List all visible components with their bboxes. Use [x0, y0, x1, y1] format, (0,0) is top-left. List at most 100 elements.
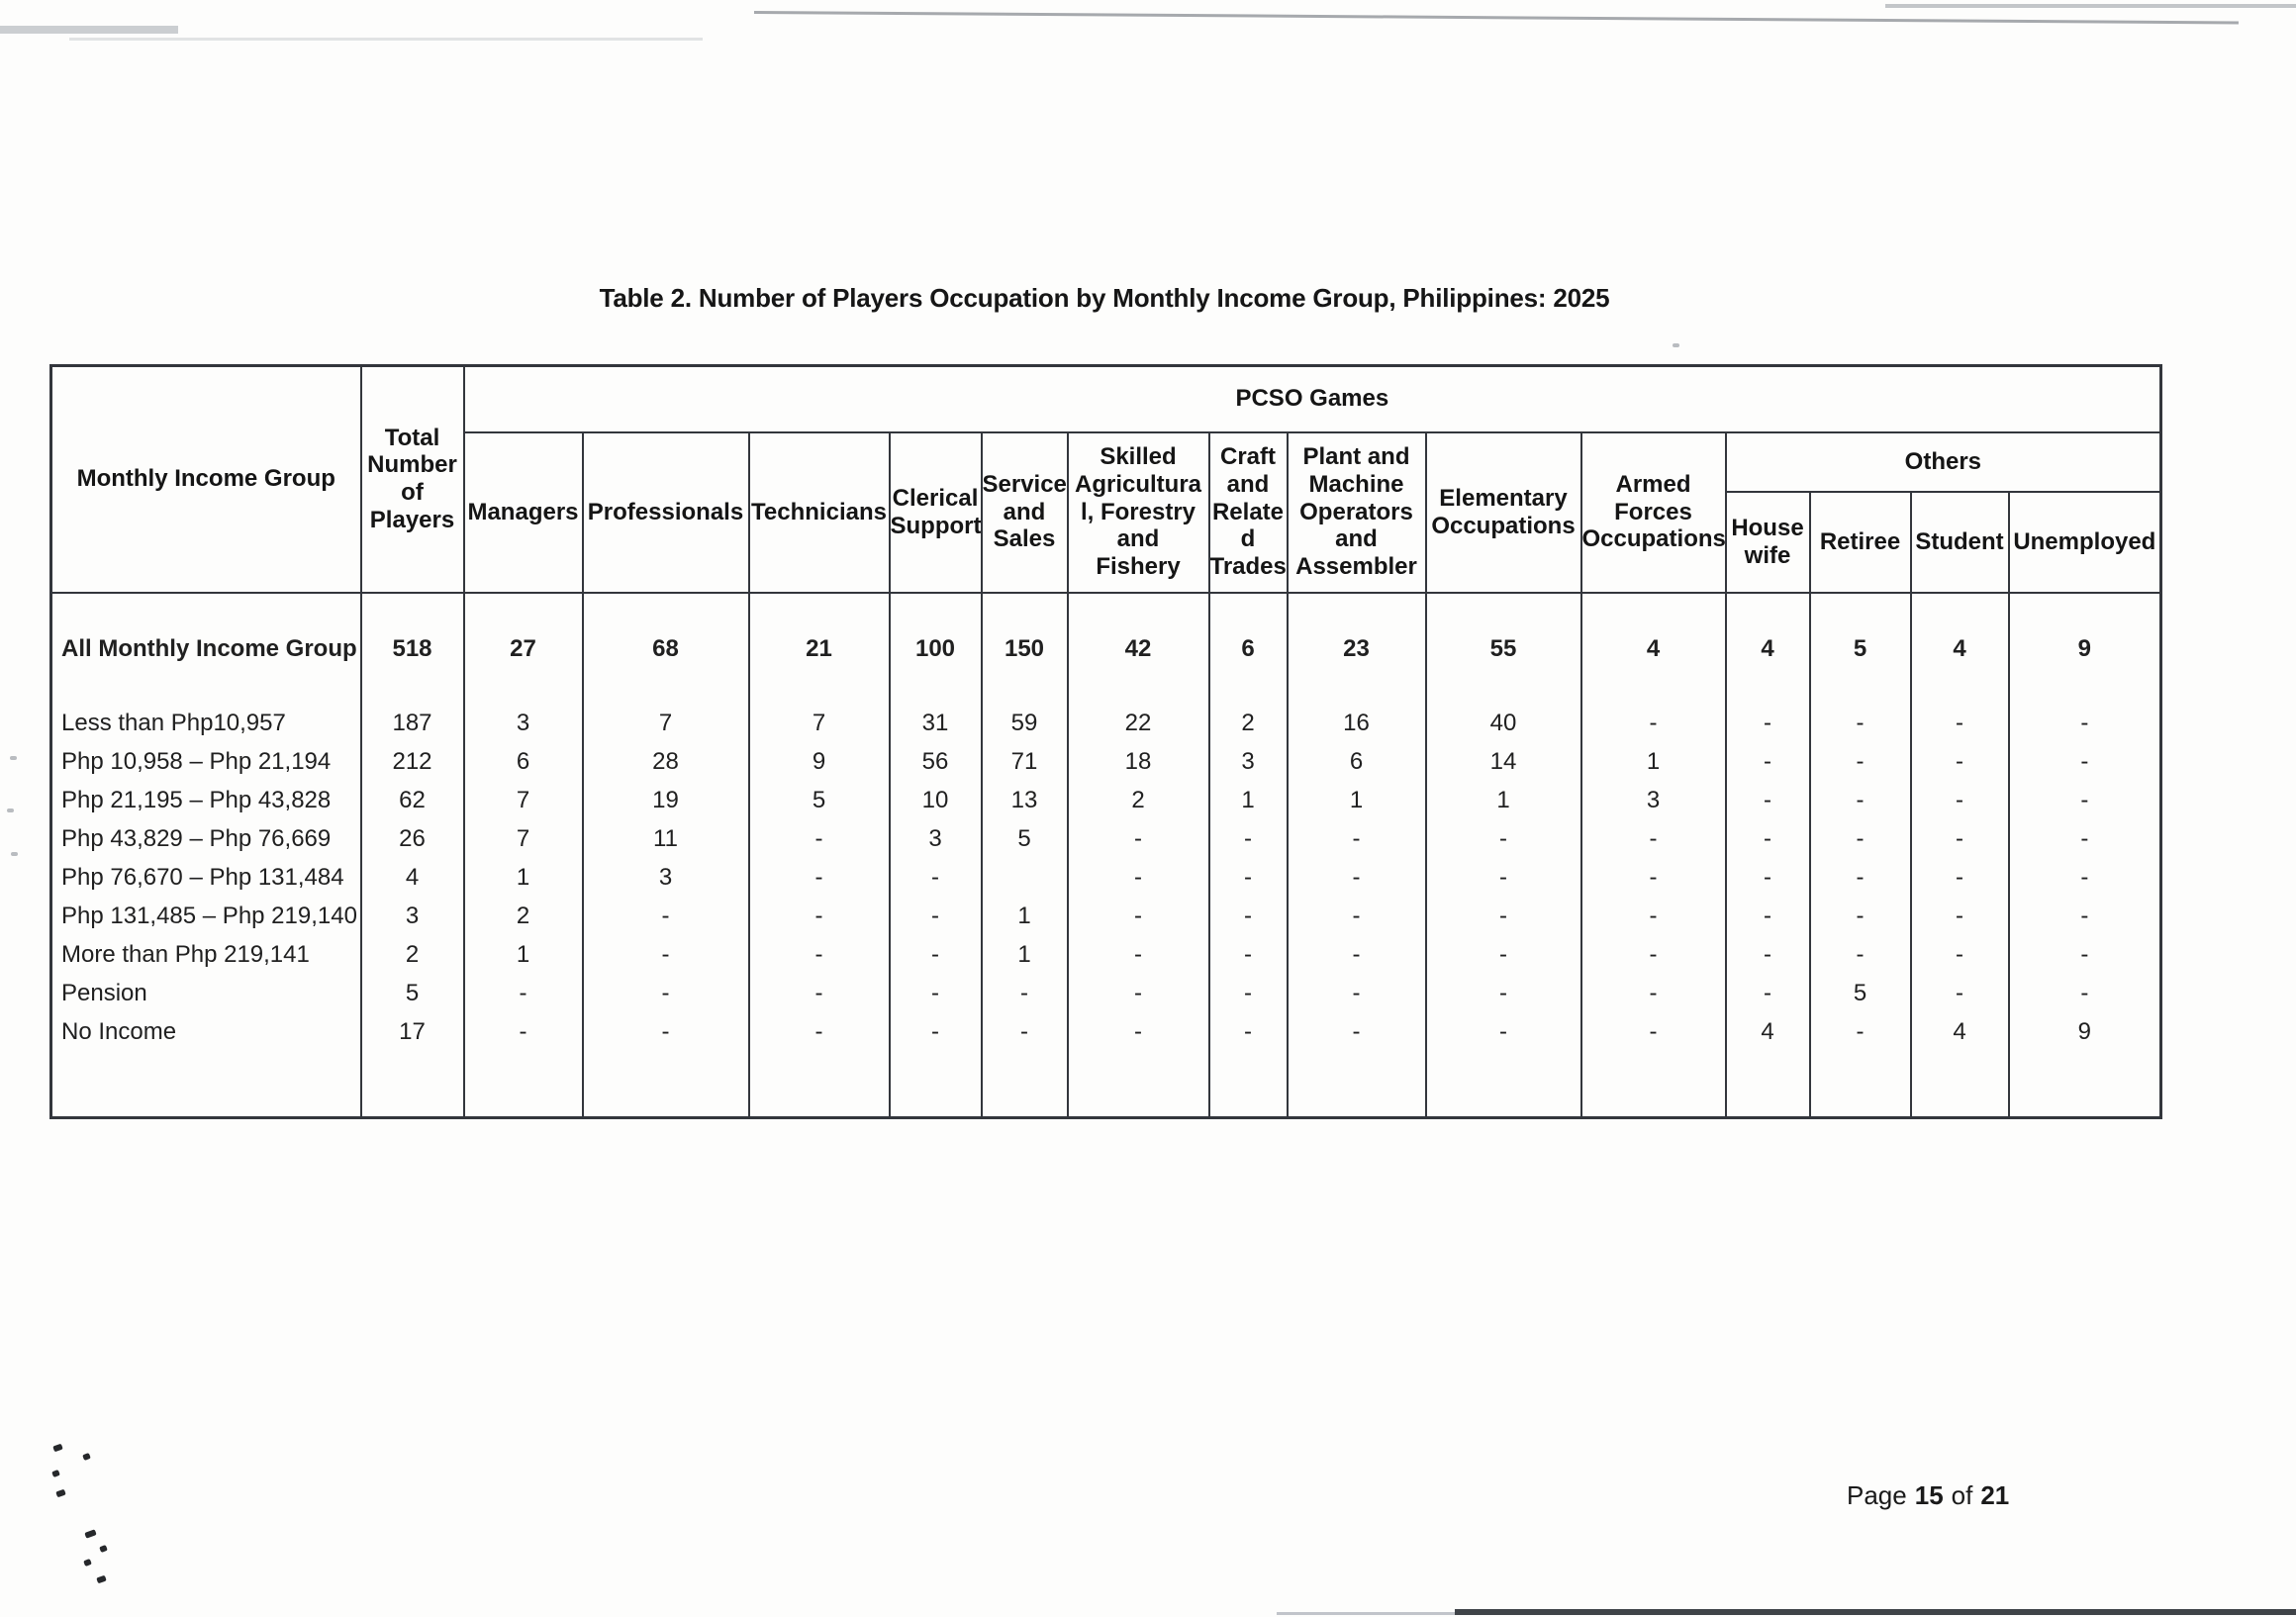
- cell-value: 71: [980, 742, 1069, 782]
- cell-value: -: [1909, 819, 2010, 859]
- cell-value: 3: [581, 858, 750, 898]
- cell-value: -: [2007, 935, 2162, 975]
- header-unemployed: Unemployed: [2007, 490, 2162, 594]
- cell-value: -: [1579, 1012, 1727, 1052]
- row-label: Php 43,829 – Php 76,669: [49, 819, 362, 859]
- cell-value: 1: [1207, 781, 1289, 820]
- table-container: Monthly Income Group Total Number of Pla…: [49, 364, 2163, 1119]
- footer-total-pages: 21: [1980, 1480, 2010, 1510]
- cell-value: 56: [888, 742, 983, 782]
- cell-value: -: [581, 935, 750, 975]
- cell-value: -: [1066, 897, 1210, 936]
- cell-value: 5: [359, 974, 465, 1013]
- cell-value: -: [1579, 935, 1727, 975]
- header-technicians: Technicians: [747, 430, 891, 594]
- table-row: All Monthly Income Group 518 27 68 21 100 150 4…: [49, 592, 2162, 705]
- cell-value: 5: [980, 819, 1069, 859]
- cell-value: -: [1286, 1012, 1427, 1052]
- cell-value: 21: [747, 592, 891, 705]
- cell-value: 4: [1724, 592, 1811, 705]
- cell-value: 19: [581, 781, 750, 820]
- ink-speck: [99, 1544, 108, 1554]
- scan-speck: [10, 756, 17, 760]
- cell-value: -: [2007, 819, 2162, 859]
- cell-value: -: [1724, 819, 1811, 859]
- cell-value: 28: [581, 742, 750, 782]
- cell-value: -: [1207, 819, 1289, 859]
- header-retiree: Retiree: [1808, 490, 1912, 594]
- cell-value: -: [581, 1012, 750, 1052]
- cell-value: -: [1909, 704, 2010, 743]
- cell-value: -: [1724, 704, 1811, 743]
- income-occupation-table: Monthly Income Group Total Number of Pla…: [49, 364, 2163, 1119]
- cell-value: 9: [2007, 592, 2162, 705]
- cell-value: -: [1424, 935, 1582, 975]
- cell-value: -: [1909, 897, 2010, 936]
- cell-value: 2: [462, 897, 584, 936]
- cell-value: 4: [1909, 1012, 2010, 1052]
- cell-value: 187: [359, 704, 465, 743]
- row-label: Php 10,958 – Php 21,194: [49, 742, 362, 782]
- scan-speck: [1673, 343, 1679, 347]
- cell-value: -: [581, 897, 750, 936]
- header-clerical-support: Clerical Support: [888, 430, 983, 594]
- header-plant-machine: Plant and Machine Operators and Assemble…: [1286, 430, 1427, 594]
- cell-value: 2: [1066, 781, 1210, 820]
- scan-artifact-top-line: [753, 11, 2239, 25]
- cell-value: -: [1909, 935, 2010, 975]
- header-total-players: Total Number of Players: [359, 364, 465, 594]
- cell-value: 22: [1066, 704, 1210, 743]
- cell-value: 6: [462, 742, 584, 782]
- cell-value: 6: [1207, 592, 1289, 705]
- header-professionals: Professionals: [581, 430, 750, 594]
- cell-value: -: [462, 974, 584, 1013]
- cell-value: 68: [581, 592, 750, 705]
- cell-value: -: [747, 1012, 891, 1052]
- scan-artifact-top-left: [0, 26, 178, 34]
- row-label: Php 131,485 – Php 219,140: [49, 897, 362, 936]
- cell-value: -: [581, 974, 750, 1013]
- cell-value: 212: [359, 742, 465, 782]
- table-row: Php 43,829 – Php 76,669 26 7 11-3 5- - - - - - - - -: [49, 819, 2162, 859]
- cell-value: -: [1424, 974, 1582, 1013]
- cell-value: -: [1724, 974, 1811, 1013]
- empty-cell: [49, 1051, 362, 1118]
- cell-value: 27: [462, 592, 584, 705]
- cell-value: 2: [359, 935, 465, 975]
- table-row: More than Php 219,141 2 1- - -1- - - - - - - - -: [49, 935, 2162, 975]
- cell-value: 1: [1424, 781, 1582, 820]
- footer-word-page: Page: [1847, 1480, 1907, 1510]
- page-footer: Page 15 of 21: [1847, 1480, 2009, 1511]
- cell-value: -: [1808, 1012, 1912, 1052]
- cell-value: 7: [462, 819, 584, 859]
- scan-speck: [11, 852, 18, 856]
- cell-value: -: [1286, 974, 1427, 1013]
- cell-value: 40: [1424, 704, 1582, 743]
- cell-value: 6: [1286, 742, 1427, 782]
- footer-page-number: 15: [1914, 1480, 1944, 1510]
- cell-value: 3: [888, 819, 983, 859]
- empty-cell: [1424, 1051, 1582, 1118]
- cell-value: 518: [359, 592, 465, 705]
- cell-value: -: [1286, 858, 1427, 898]
- cell-value: -: [2007, 897, 2162, 936]
- cell-value: 55: [1424, 592, 1582, 705]
- cell-value: 23: [1286, 592, 1427, 705]
- ink-speck: [51, 1469, 60, 1478]
- footer-word-of: of: [1951, 1480, 1973, 1510]
- cell-value: -: [1724, 897, 1811, 936]
- scan-artifact-bottom-bar: [1455, 1609, 2296, 1615]
- header-student: Student: [1909, 490, 2010, 594]
- header-housewife: House wife: [1724, 490, 1811, 594]
- cell-value: -: [2007, 704, 2162, 743]
- cell-value: 1: [980, 897, 1069, 936]
- header-pcso-games: PCSO Games: [462, 364, 2162, 433]
- cell-value: -: [1424, 858, 1582, 898]
- ink-speck: [83, 1558, 92, 1568]
- header-craft-trades: Craft and Relate d Trades: [1207, 430, 1289, 594]
- cell-value: 7: [747, 704, 891, 743]
- cell-value: -: [1909, 974, 2010, 1013]
- cell-value: 4: [1909, 592, 2010, 705]
- table-row: Pension 5- - - - - - - - - - -5- -: [49, 974, 2162, 1013]
- cell-value: -: [1286, 897, 1427, 936]
